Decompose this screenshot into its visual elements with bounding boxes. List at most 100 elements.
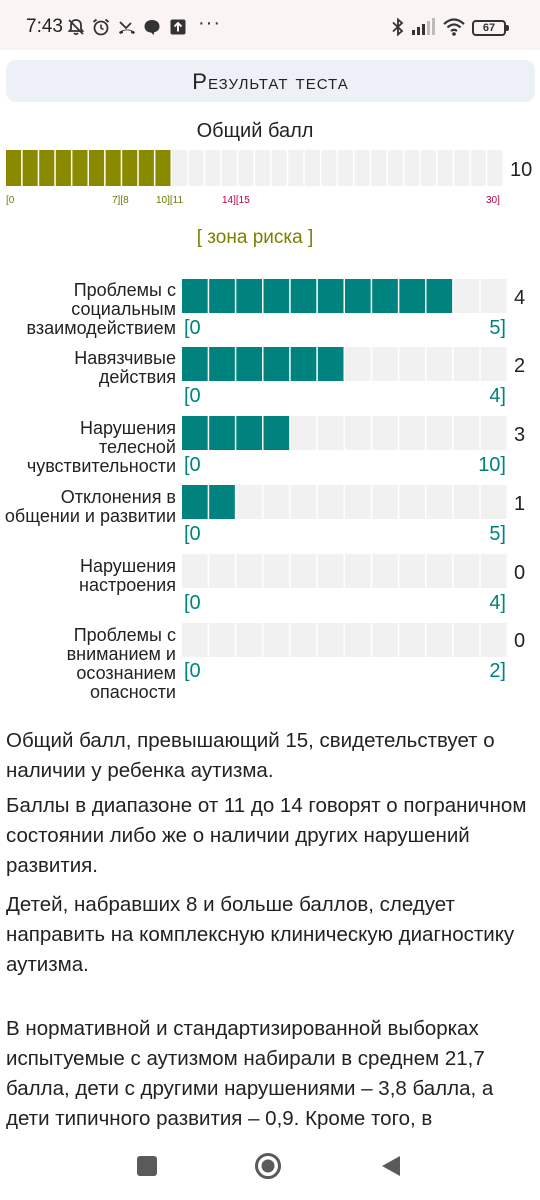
category-bar-sensory-cell-6-empty <box>317 416 344 450</box>
category-label-attention: Проблемы с вниманием и осознанием опасно… <box>66 625 176 702</box>
category-bar-mood-cell-1-empty <box>182 554 208 588</box>
category-bar-obsessive-cell-9-empty <box>399 347 425 381</box>
range-min-attention: [0 <box>184 660 201 682</box>
category-bar-communication <box>182 485 507 519</box>
category-bar-attention-cell-1-empty <box>182 623 208 657</box>
category-bar-communication-cell-2-filled <box>209 485 235 519</box>
category-bar-attention-cell-10-empty <box>426 623 453 657</box>
paragraph-borderline: Баллы в диапазоне от 11 до 14 говорят о … <box>6 794 527 877</box>
category-bar-sensory-cell-10-empty <box>426 416 453 450</box>
category-bar-communication-cell-5-empty <box>290 485 317 519</box>
category-value-obsessive: 2 <box>514 355 526 377</box>
total-score-cell-14-empty <box>221 150 237 186</box>
total-score-cell-3-filled <box>39 150 55 186</box>
category-bar-communication-cell-12-empty <box>480 485 507 519</box>
category-bar-communication-cell-3-empty <box>236 485 262 519</box>
category-bar-mood-cell-5-empty <box>290 554 317 588</box>
category-bar-social-cell-11-empty <box>453 279 480 313</box>
category-bar-mood-cell-8-empty <box>372 554 398 588</box>
home-circle-icon[interactable] <box>254 1152 282 1180</box>
total-score-cell-17-empty <box>271 150 287 186</box>
range-max-mood: 4] <box>489 592 506 614</box>
total-score-cell-24-empty <box>387 150 403 186</box>
more-icon: ··· <box>198 12 221 34</box>
category-value-social: 4 <box>514 287 526 309</box>
category-bar-social-cell-8-filled <box>372 279 398 313</box>
category-bar-obsessive-cell-11-empty <box>453 347 480 381</box>
category-bar-mood-cell-9-empty <box>399 554 425 588</box>
category-bar-mood-cell-3-empty <box>236 554 262 588</box>
category-bar-attention-cell-8-empty <box>372 623 398 657</box>
muted-bell-icon <box>67 19 85 36</box>
category-bar-attention-cell-2-empty <box>209 623 235 657</box>
total-score-cell-5-filled <box>72 150 88 186</box>
alarm-icon <box>92 18 110 36</box>
paragraph-autism-threshold: Общий балл, превышающий 15, свидетельств… <box>6 729 495 782</box>
range-min-communication: [0 <box>184 523 201 545</box>
category-bar-social-cell-7-filled <box>345 279 371 313</box>
category-bar-sensory-cell-4-filled <box>263 416 290 450</box>
total-score-cell-29-empty <box>470 150 486 186</box>
category-bar-social-cell-4-filled <box>263 279 290 313</box>
range-min-mood: [0 <box>184 592 201 614</box>
range-min-social: [0 <box>184 317 201 339</box>
bluetooth-icon <box>392 17 404 37</box>
category-bar-mood <box>182 554 507 588</box>
range-max-sensory: 10] <box>478 454 506 476</box>
category-bar-obsessive-cell-12-empty <box>480 347 507 381</box>
navigation-bar <box>0 1140 540 1200</box>
category-bar-obsessive-cell-5-filled <box>290 347 317 381</box>
total-score-cell-10-filled <box>155 150 171 186</box>
battery-icon: 67 <box>472 20 509 36</box>
back-triangle-icon[interactable] <box>380 1154 402 1178</box>
category-bar-communication-cell-10-empty <box>426 485 453 519</box>
category-bar-mood-cell-10-empty <box>426 554 453 588</box>
category-bar-mood-cell-12-empty <box>480 554 507 588</box>
total-score-cell-22-empty <box>354 150 370 186</box>
total-score-cell-9-filled <box>138 150 154 186</box>
range-max-attention: 2] <box>489 660 506 682</box>
status-time: 7:43 <box>26 16 63 37</box>
category-bar-social-cell-1-filled <box>182 279 208 313</box>
category-bar-attention-cell-7-empty <box>345 623 371 657</box>
range-min-sensory: [0 <box>184 454 201 476</box>
category-bar-communication-cell-11-empty <box>453 485 480 519</box>
category-bar-mood-cell-6-empty <box>317 554 344 588</box>
category-bar-obsessive-cell-7-empty <box>345 347 371 381</box>
total-score-cell-12-empty <box>188 150 204 186</box>
total-score-cell-1-filled <box>6 150 22 186</box>
total-score-value: 10 <box>510 159 533 181</box>
category-bar-social-cell-10-filled <box>426 279 453 313</box>
chat-icon <box>144 20 160 35</box>
category-bar-obsessive-cell-4-filled <box>263 347 290 381</box>
category-bar-social-cell-5-filled <box>290 279 317 313</box>
category-bar-attention <box>182 623 507 657</box>
category-bar-attention-cell-11-empty <box>453 623 480 657</box>
category-bar-sensory-cell-5-empty <box>290 416 317 450</box>
category-value-mood: 0 <box>514 562 526 584</box>
recents-square-icon[interactable] <box>136 1155 158 1177</box>
zone-mark-risk: 10][11 <box>156 195 184 206</box>
range-max-social: 5] <box>489 317 506 339</box>
category-bar-mood-cell-4-empty <box>263 554 290 588</box>
category-bar-sensory-cell-11-empty <box>453 416 480 450</box>
total-score-cell-28-empty <box>454 150 470 186</box>
category-bar-social-cell-9-filled <box>399 279 425 313</box>
category-bar-attention-cell-12-empty <box>480 623 507 657</box>
paragraph-sample-stats: В нормативной и стандартизированной выбо… <box>6 1017 494 1130</box>
total-score-cell-4-filled <box>55 150 71 186</box>
total-score-cell-25-empty <box>404 150 420 186</box>
category-bar-communication-cell-1-filled <box>182 485 208 519</box>
zone-mark-start: [0 <box>6 195 15 206</box>
upload-icon <box>170 19 186 35</box>
category-bar-sensory-cell-7-empty <box>345 416 371 450</box>
paragraph-diagnostics: Детей, набравших 8 и больше баллов, след… <box>6 893 515 976</box>
category-bar-sensory-cell-3-filled <box>236 416 262 450</box>
category-bar-obsessive-cell-1-filled <box>182 347 208 381</box>
category-bar-social-cell-2-filled <box>209 279 235 313</box>
signal-icon <box>412 18 435 35</box>
range-max-obsessive: 4] <box>489 385 506 407</box>
total-score-cell-20-empty <box>321 150 337 186</box>
category-bar-attention-cell-5-empty <box>290 623 317 657</box>
total-score-cell-21-empty <box>338 150 354 186</box>
